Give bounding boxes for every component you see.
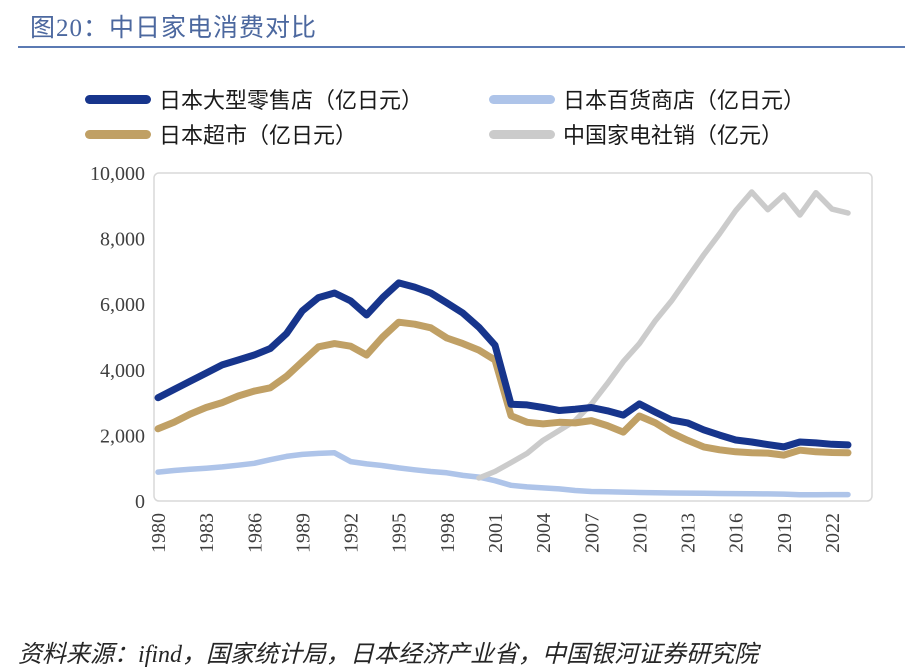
x-tick-label: 1992	[341, 513, 363, 553]
y-tick-label: 8,000	[100, 229, 145, 251]
series-line-china-appliance-retail	[476, 189, 851, 481]
page-title: 图20：中日家电消费对比	[30, 15, 318, 42]
series-line-japan-department-stores	[155, 450, 851, 498]
x-tick-label: 1980	[148, 513, 170, 553]
x-tick-label: 2007	[581, 513, 603, 553]
y-tick-label: 10,000	[90, 163, 145, 185]
x-axis-tick-labels: 1980 1983 1986 1989 1992 1995 1998 2001 2004 2007…	[148, 513, 844, 553]
x-tick-label: 1983	[196, 513, 218, 553]
legend-swatch-japan-department-stores	[489, 94, 555, 104]
legend-item-china-appliance-retail: 中国家电社销（亿元）	[489, 121, 784, 148]
plot-area-frame	[153, 172, 873, 502]
series-line-japan-large-retailers	[154, 279, 852, 451]
legend-item-japan-department-stores: 日本百货商店（亿日元）	[489, 86, 806, 113]
title-underline	[18, 46, 905, 48]
legend-swatch-japan-large-retailers	[85, 94, 151, 104]
y-tick-label: 2,000	[100, 425, 145, 447]
y-tick-label: 6,000	[100, 294, 145, 316]
x-tick-label: 2001	[485, 513, 507, 553]
x-tick-label: 2013	[678, 513, 700, 553]
legend-label-china-appliance-retail: 中国家电社销（亿元）	[563, 123, 784, 148]
legend-label-japan-supermarkets: 日本超市（亿日元）	[159, 123, 358, 148]
legend-swatch-china-appliance-retail	[489, 129, 555, 139]
x-tick-label: 1995	[389, 513, 411, 553]
x-tick-label: 2010	[629, 513, 651, 553]
legend-swatch-japan-supermarkets	[85, 129, 151, 139]
x-tick-label: 2016	[726, 513, 748, 553]
legend-label-japan-large-retailers: 日本大型零售店（亿日元）	[159, 88, 424, 113]
y-tick-label: 0	[135, 491, 145, 513]
x-tick-label: 2022	[822, 513, 844, 553]
x-tick-label: 1989	[292, 513, 314, 553]
x-tick-label: 2019	[774, 513, 796, 553]
x-tick-label: 1986	[244, 513, 266, 553]
series-line-japan-supermarkets	[154, 318, 852, 459]
y-tick-label: 4,000	[100, 360, 145, 382]
footer-source: 资料来源：ifind，国家统计局，日本经济产业省，中国银河证券研究院	[18, 642, 759, 667]
x-tick-label: 2004	[533, 513, 555, 553]
x-tick-label: 1998	[437, 513, 459, 553]
legend-item-japan-supermarkets: 日本超市（亿日元）	[85, 121, 358, 148]
y-axis-tick-labels: 0 2,000 4,000 6,000 8,000 10,000	[90, 163, 145, 513]
legend-label-japan-department-stores: 日本百货商店（亿日元）	[563, 88, 806, 113]
legend-item-japan-large-retailers: 日本大型零售店（亿日元）	[85, 86, 424, 113]
